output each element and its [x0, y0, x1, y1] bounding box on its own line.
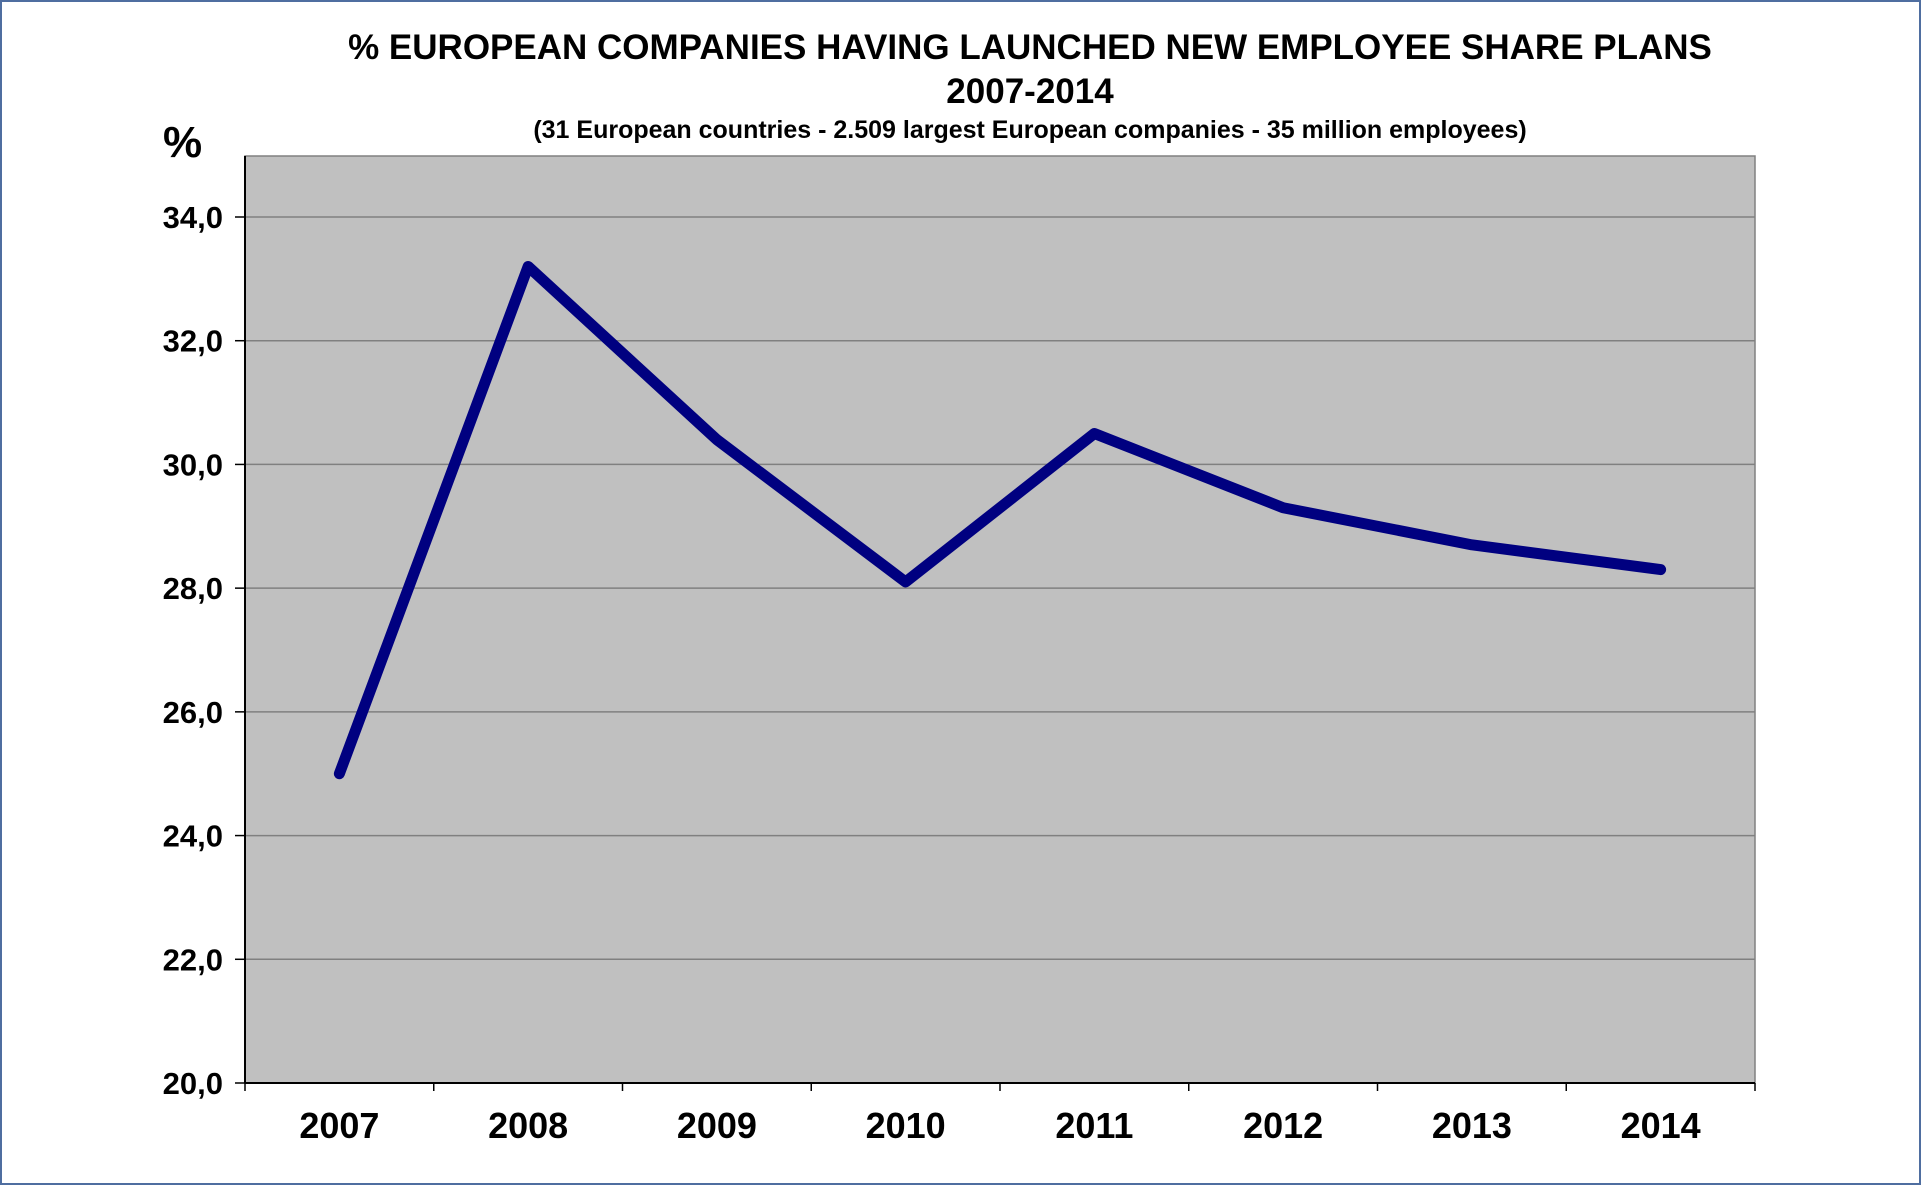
y-tick-label: 28,0 — [163, 571, 223, 606]
x-tick-label: 2013 — [1432, 1105, 1512, 1146]
x-tick-label: 2009 — [677, 1105, 757, 1146]
y-tick-label: 24,0 — [163, 819, 223, 854]
x-tick-label: 2010 — [866, 1105, 946, 1146]
x-tick-label: 2014 — [1621, 1105, 1701, 1146]
y-tick-label: 22,0 — [163, 942, 223, 977]
x-tick-label: 2008 — [488, 1105, 568, 1146]
x-tick-label: 2012 — [1243, 1105, 1323, 1146]
chart-title-years: 2007-2014 — [946, 72, 1114, 111]
plot-area — [244, 155, 1756, 1084]
chart-title: % EUROPEAN COMPANIES HAVING LAUNCHED NEW… — [348, 28, 1712, 67]
y-tick-label: 20,0 — [163, 1066, 223, 1101]
y-tick-label: 30,0 — [163, 447, 223, 482]
series-line — [333, 260, 1667, 780]
y-tick-label: 34,0 — [163, 200, 223, 235]
chart-subtitle: (31 European countries - 2.509 largest E… — [533, 116, 1527, 144]
y-tick-label: 32,0 — [163, 324, 223, 359]
y-tick-label: 26,0 — [163, 695, 223, 730]
y-axis-unit-label: % — [163, 118, 203, 167]
x-tick-label: 2007 — [299, 1105, 379, 1146]
x-tick-label: 2011 — [1055, 1105, 1133, 1146]
